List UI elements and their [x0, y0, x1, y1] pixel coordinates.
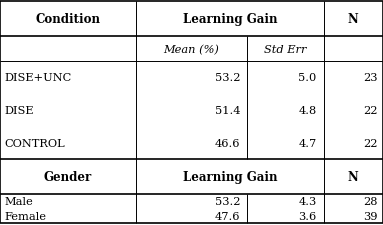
Text: 39: 39 — [363, 211, 377, 221]
Text: 3.6: 3.6 — [298, 211, 317, 221]
Text: 53.2: 53.2 — [214, 73, 240, 83]
Text: Std Err: Std Err — [264, 45, 306, 54]
Text: Condition: Condition — [36, 13, 100, 26]
Text: Learning Gain: Learning Gain — [183, 171, 277, 184]
Text: 4.8: 4.8 — [298, 106, 317, 116]
Text: DISE: DISE — [5, 106, 34, 116]
Text: Mean (%): Mean (%) — [164, 44, 219, 55]
Text: 22: 22 — [363, 106, 377, 116]
Text: 23: 23 — [363, 73, 377, 83]
Text: 22: 22 — [363, 138, 377, 148]
Text: 28: 28 — [363, 197, 377, 207]
Text: 4.3: 4.3 — [298, 197, 317, 207]
Text: 4.7: 4.7 — [298, 138, 317, 148]
Text: CONTROL: CONTROL — [5, 138, 65, 148]
Text: 47.6: 47.6 — [214, 211, 240, 221]
Text: Learning Gain: Learning Gain — [183, 13, 277, 26]
Text: Male: Male — [5, 197, 33, 207]
Text: 53.2: 53.2 — [214, 197, 240, 207]
Text: Gender: Gender — [44, 171, 92, 184]
Text: 46.6: 46.6 — [214, 138, 240, 148]
Text: Female: Female — [5, 211, 47, 221]
Text: 51.4: 51.4 — [214, 106, 240, 116]
Text: 5.0: 5.0 — [298, 73, 317, 83]
Text: DISE+UNC: DISE+UNC — [5, 73, 72, 83]
Text: N: N — [348, 13, 359, 26]
Text: N: N — [348, 171, 359, 184]
